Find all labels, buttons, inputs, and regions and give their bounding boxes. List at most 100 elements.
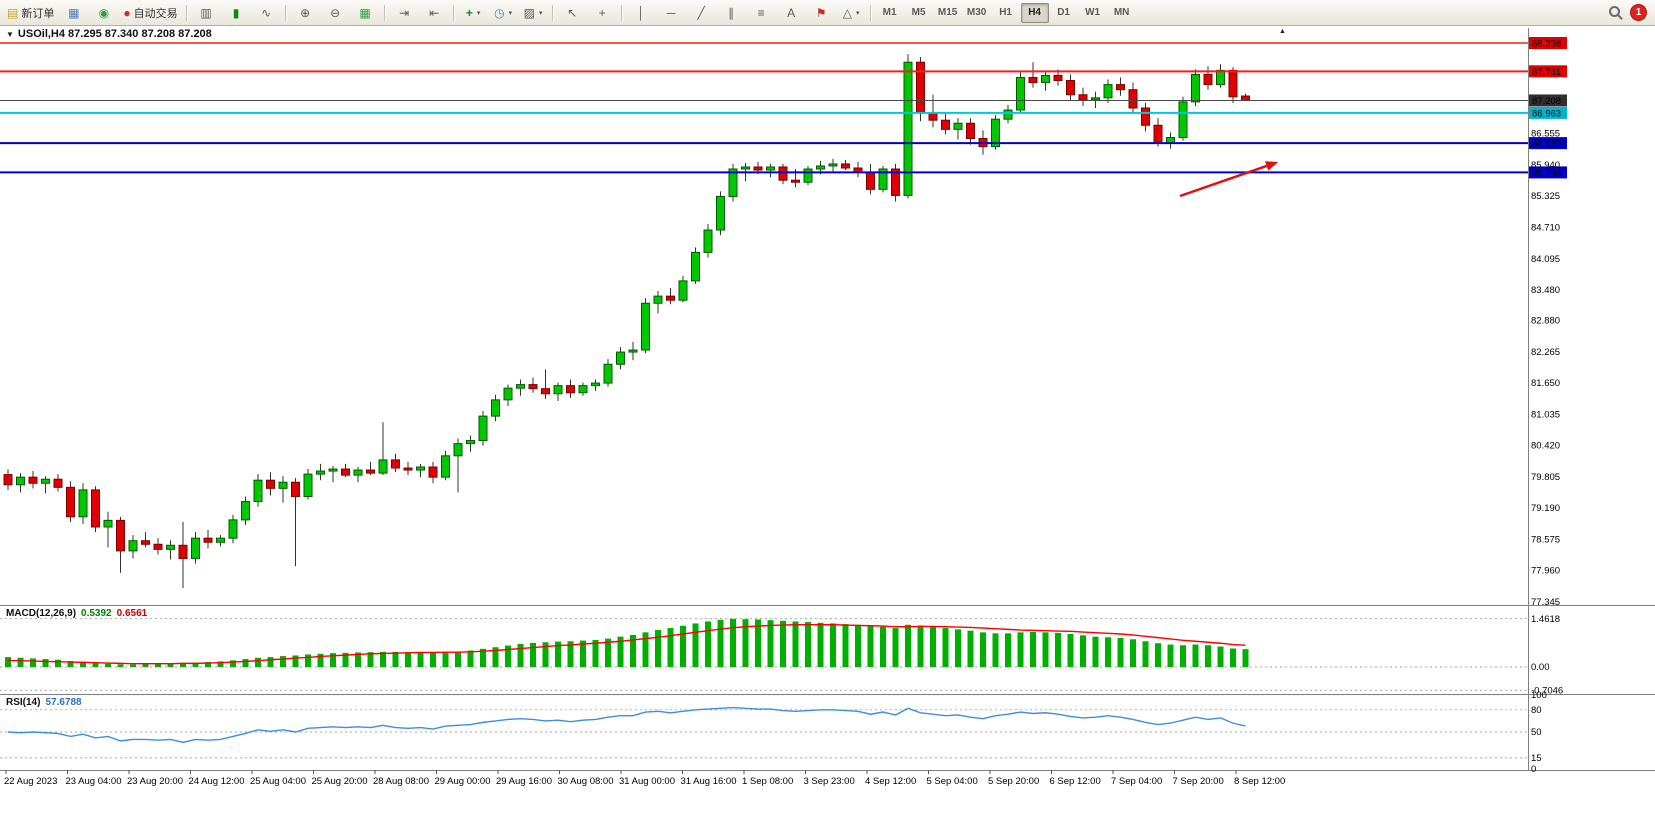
vertical-line-button[interactable]: │ <box>627 2 656 24</box>
candle-body <box>278 481 288 489</box>
dropdown-icon: ▾ <box>539 9 543 17</box>
macd-histogram-bar <box>892 628 899 667</box>
timeframe-button-h4[interactable]: H4 <box>1020 2 1049 23</box>
shapes-button[interactable]: △ ▾ <box>837 2 866 24</box>
trendline-button[interactable]: ╱ <box>687 2 716 24</box>
search-icon[interactable] <box>1608 5 1623 20</box>
crosshair-button[interactable]: + <box>588 2 617 24</box>
candle-body <box>1228 69 1238 98</box>
price-axis-label: 79.190 <box>1531 503 1560 514</box>
channel-button[interactable]: ∥ <box>717 2 746 24</box>
time-axis-label: 25 Aug 20:00 <box>312 776 368 787</box>
candle-body <box>228 519 238 539</box>
time-axis-label: 31 Aug 16:00 <box>681 776 737 787</box>
periods-button[interactable]: ◷ ▾ <box>489 2 518 24</box>
timeframe-button-m1[interactable]: M1 <box>882 7 897 18</box>
time-axis-label: 30 Aug 08:00 <box>558 776 614 787</box>
candle-body <box>566 385 575 394</box>
chart-shift-button[interactable]: ⇤ <box>420 2 449 24</box>
cursor-button[interactable]: ↖ <box>558 2 587 24</box>
macd-histogram-bar <box>380 651 386 667</box>
timeframe-button-m15[interactable]: M15 <box>937 7 958 18</box>
chart-dropdown-icon[interactable]: ▼ <box>6 29 14 39</box>
timeframe-button-h1[interactable]: H1 <box>999 7 1012 18</box>
zoom-out-button[interactable]: ⊖ <box>321 2 350 24</box>
macd-histogram-bar <box>1130 639 1136 667</box>
auto-trading-button[interactable]: ● 自动交易 <box>119 2 181 24</box>
indicators-button[interactable]: + ▾ <box>459 2 488 24</box>
candle-body <box>116 519 125 552</box>
candlestick-button[interactable]: ▮ <box>222 2 251 24</box>
macd-histogram-bar <box>1067 634 1074 667</box>
candle-body <box>441 455 450 478</box>
macd-histogram-bar <box>192 662 199 667</box>
timeframe-button-m30[interactable]: M30 <box>966 7 987 18</box>
text-label-button[interactable]: ⚑ <box>807 2 836 24</box>
macd-histogram-bar <box>117 664 124 667</box>
macd-signal-line <box>7 624 1246 665</box>
candle-body <box>178 544 188 560</box>
macd-histogram-bar <box>967 630 974 667</box>
notification-badge[interactable]: 1 <box>1631 5 1646 20</box>
price-axis-label: 83.480 <box>1531 285 1560 296</box>
macd-histogram-bar <box>430 652 436 667</box>
line-chart-icon: ∿ <box>261 5 272 20</box>
macd-histogram-bar <box>630 634 636 667</box>
time-axis: 22 Aug 2023 23 Aug 04:00 23 Aug 20:00 24 Au… <box>4 770 1285 787</box>
macd-histogram-bar <box>17 657 24 667</box>
macd-histogram-bar <box>1230 648 1236 667</box>
timeframe-button-w1[interactable]: W1 <box>1085 7 1101 18</box>
profiles-button[interactable]: ◉ <box>89 2 118 24</box>
price-axis-label: 82.265 <box>1531 347 1560 358</box>
time-axis-label: 28 Aug 08:00 <box>373 776 429 787</box>
chart-window-button[interactable]: ▦ <box>59 2 88 24</box>
time-axis-label: 29 Aug 16:00 <box>496 776 552 787</box>
periods-icon: ◷ <box>494 5 505 20</box>
timeframe-button-m5[interactable]: M5 <box>911 7 926 18</box>
timeframe-button-mn[interactable]: MN <box>1113 7 1130 18</box>
candle-body <box>316 470 325 475</box>
text-button[interactable]: A <box>777 2 806 24</box>
tile-windows-button[interactable]: ▦ <box>351 2 380 24</box>
toolbar-separator <box>551 4 554 21</box>
templates-button[interactable]: ▨ ▾ <box>519 2 548 24</box>
macd-histogram-bar <box>1105 637 1111 667</box>
zoom-in-button[interactable]: ⊕ <box>291 2 320 24</box>
rsi-scale-label: 80 <box>1531 705 1542 716</box>
candle-body <box>1016 76 1025 111</box>
macd-histogram-bar <box>830 623 836 667</box>
new-order-button[interactable]: ▤ 新订单 <box>3 2 58 24</box>
auto-scroll-button[interactable]: ⇥ <box>390 2 419 24</box>
candle-body <box>553 385 563 395</box>
candle-body <box>1141 107 1150 126</box>
candle-body <box>166 544 175 550</box>
candle-body <box>741 166 750 170</box>
fibonacci-button[interactable]: ≡ <box>747 2 776 24</box>
auto-trading-icon: ● <box>123 5 131 20</box>
line-chart-button[interactable]: ∿ <box>252 2 281 24</box>
candle-body <box>666 295 675 301</box>
price-level-badge <box>1529 65 1567 78</box>
candle-body <box>628 349 638 353</box>
macd-histogram-bar <box>1192 644 1199 667</box>
candle-body <box>303 473 313 497</box>
candle-body <box>453 443 463 457</box>
candle-body <box>1078 94 1088 101</box>
candle-body <box>428 466 438 478</box>
fibonacci-icon: ≡ <box>757 5 765 20</box>
macd-histogram-bar <box>355 652 361 667</box>
bar-chart-button[interactable]: ▥ <box>192 2 221 24</box>
time-axis-label: 25 Aug 04:00 <box>250 776 306 787</box>
chart-frame <box>0 28 1655 771</box>
candle-body <box>1066 80 1075 96</box>
macd-histogram-bar <box>1117 637 1124 667</box>
price-level-badge <box>1529 106 1567 119</box>
macd-histogram-bar <box>867 626 874 667</box>
chart-canvas[interactable]: 88.33887.78187.20886.96386.36985.79386.5… <box>0 26 1655 836</box>
candle-body <box>478 415 488 442</box>
horizontal-line-button[interactable]: ─ <box>657 2 686 24</box>
timeframe-button-d1[interactable]: D1 <box>1057 7 1070 18</box>
candle-body <box>3 474 13 486</box>
macd-histogram-bar <box>405 652 411 667</box>
